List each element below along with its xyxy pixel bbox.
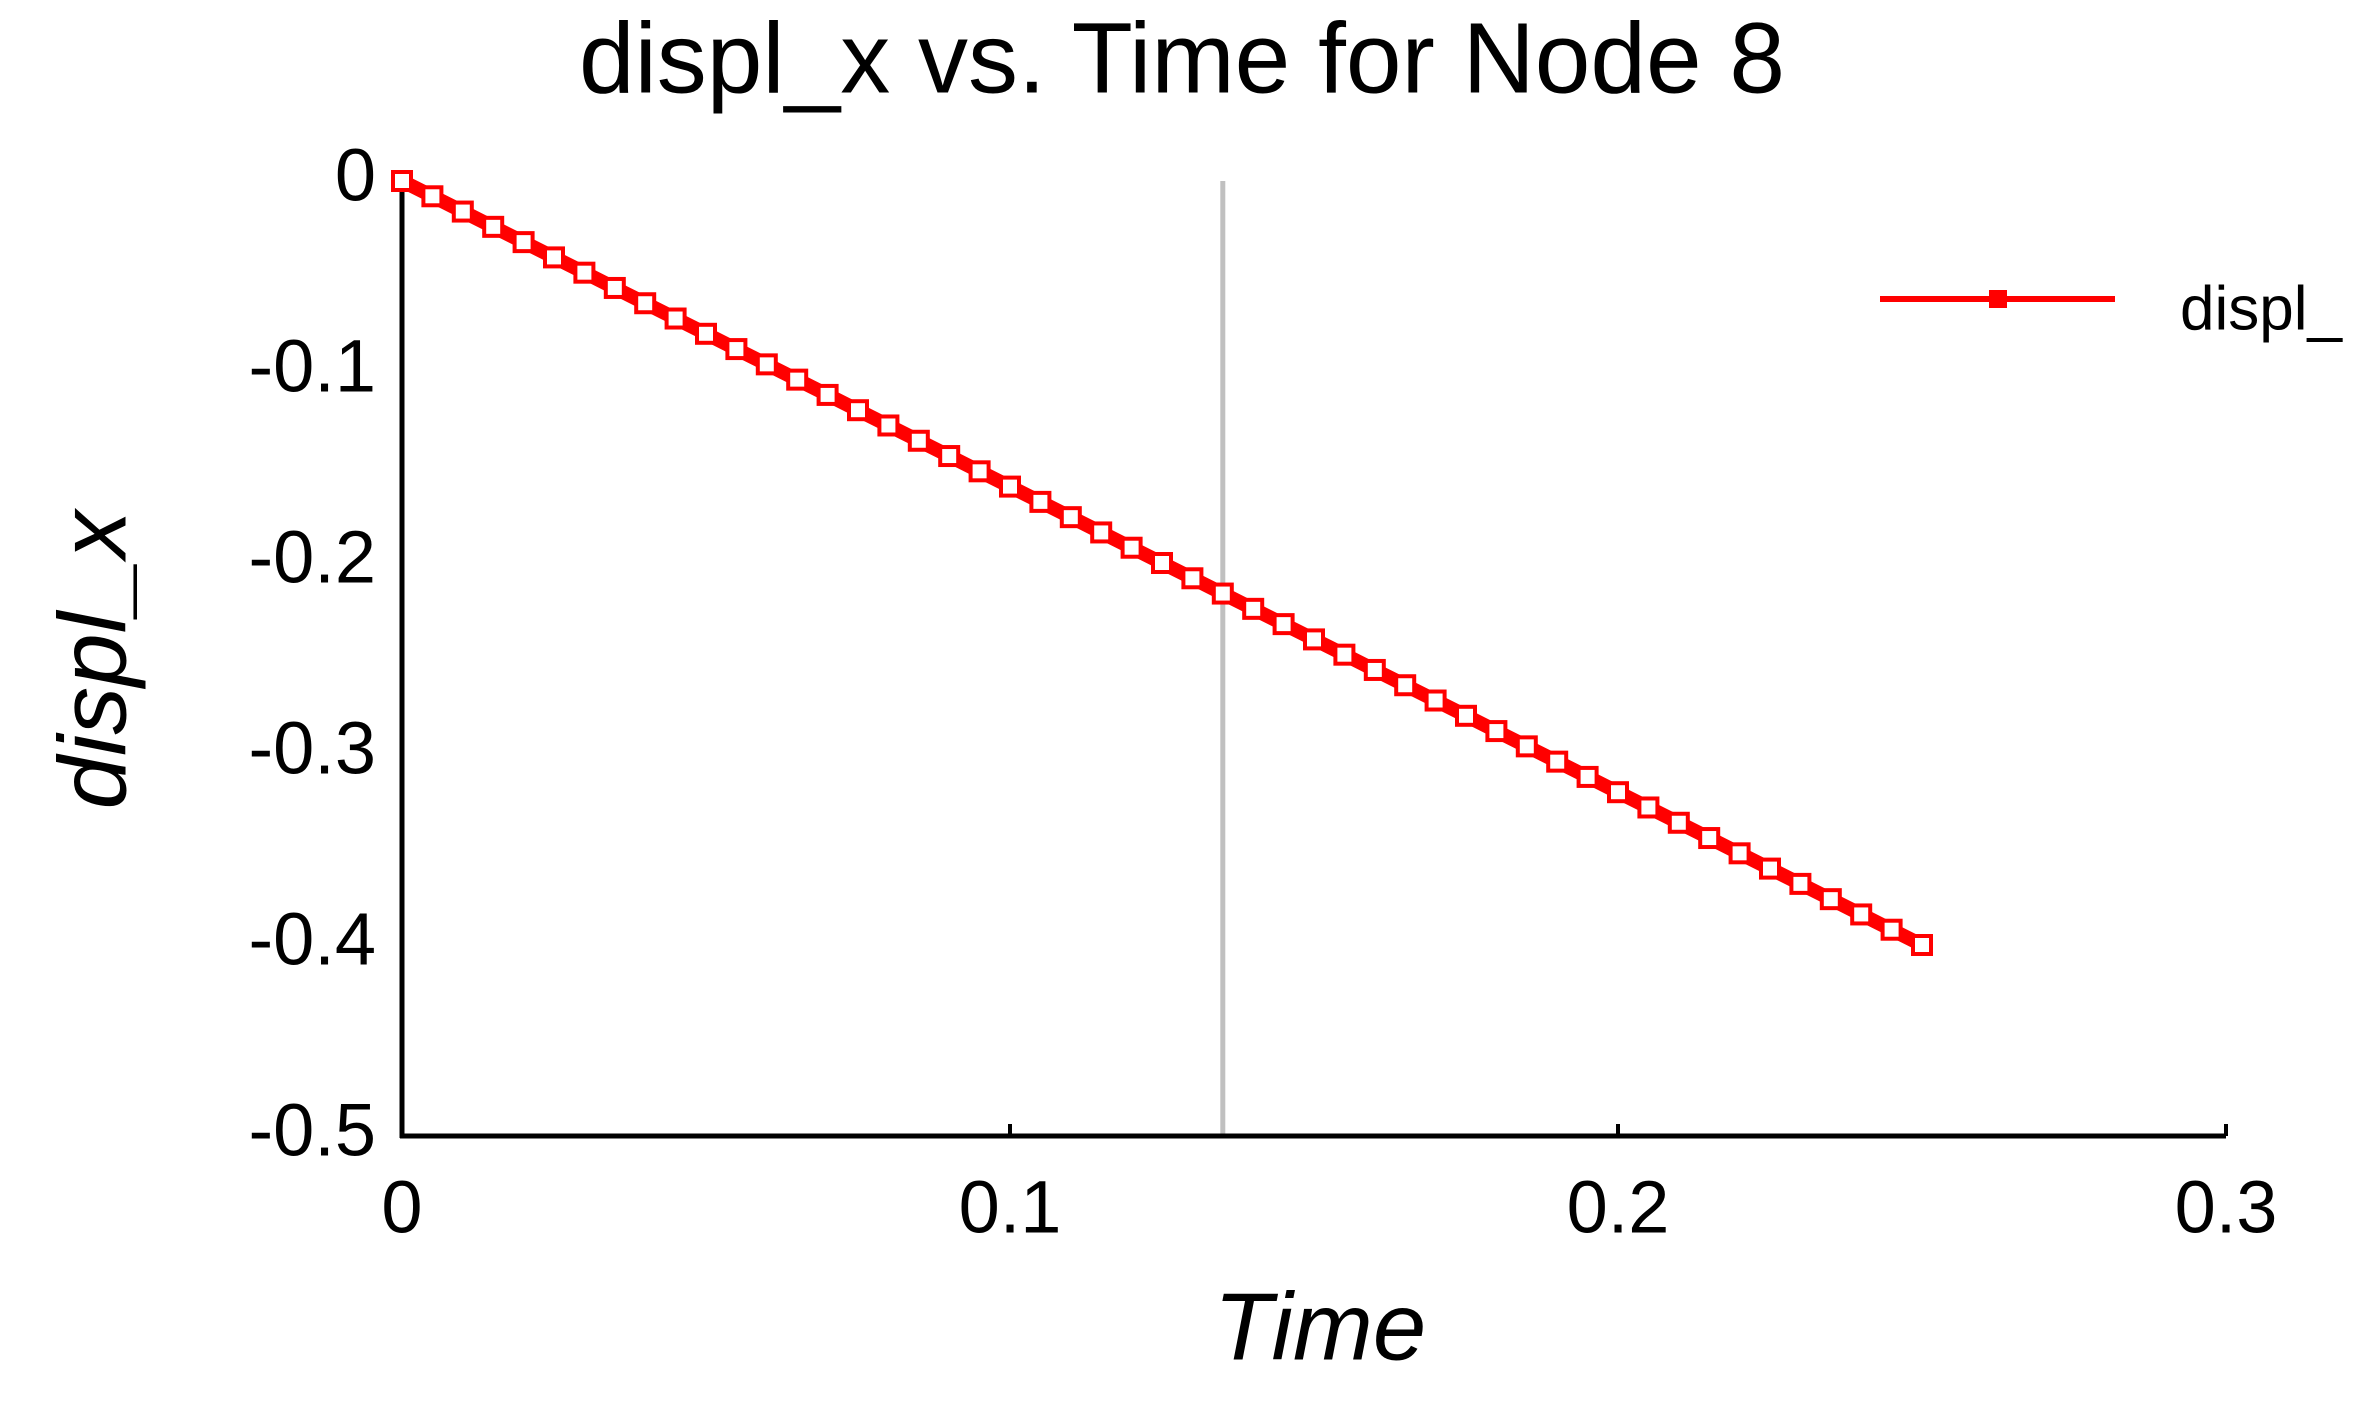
data-point bbox=[968, 460, 991, 483]
data-point bbox=[1181, 567, 1204, 590]
data-point bbox=[1303, 628, 1325, 651]
y-tick-label: -0.3 bbox=[248, 707, 376, 790]
data-point bbox=[1546, 750, 1569, 773]
data-point bbox=[421, 185, 444, 208]
data-point bbox=[1090, 521, 1113, 544]
data-point bbox=[1607, 781, 1629, 804]
data-point bbox=[755, 353, 778, 376]
data-point bbox=[816, 383, 839, 406]
data-point bbox=[1394, 674, 1417, 697]
data-point bbox=[1698, 827, 1721, 850]
data-point bbox=[1850, 903, 1873, 926]
data-point bbox=[1333, 643, 1356, 666]
data-point bbox=[1059, 506, 1082, 529]
data-point bbox=[1911, 934, 1933, 956]
data-point bbox=[1211, 582, 1234, 605]
data-point bbox=[1455, 704, 1477, 727]
data-point bbox=[603, 276, 626, 299]
data-point bbox=[1515, 735, 1538, 758]
data-point bbox=[451, 200, 474, 223]
data-point bbox=[1667, 811, 1690, 834]
data-point bbox=[1242, 597, 1265, 620]
data-point bbox=[1819, 888, 1842, 911]
chart-title: displ_x vs. Time for Node 8 bbox=[579, 2, 1785, 114]
data-point bbox=[999, 475, 1021, 498]
data-point bbox=[877, 414, 900, 437]
y-tick-label: -0.4 bbox=[248, 898, 376, 981]
data-point bbox=[1151, 552, 1173, 574]
x-tick-label: 0.3 bbox=[2175, 1166, 2278, 1249]
y-tick-label: 0 bbox=[335, 134, 376, 217]
data-point bbox=[1424, 689, 1447, 712]
y-tick-label: -0.2 bbox=[248, 516, 376, 599]
data-point bbox=[482, 215, 505, 238]
legend-label: displ_ bbox=[2180, 274, 2344, 343]
y-tick-label: -0.5 bbox=[248, 1089, 376, 1172]
data-point bbox=[634, 292, 657, 315]
data-point bbox=[1789, 872, 1812, 895]
data-point bbox=[1272, 613, 1295, 636]
data-point bbox=[391, 170, 413, 192]
legend-marker bbox=[1989, 290, 2007, 308]
data-point bbox=[1728, 842, 1751, 865]
data-point bbox=[847, 399, 869, 422]
x-axis-label: Time bbox=[1214, 1273, 1426, 1380]
data-point bbox=[725, 338, 748, 361]
y-axis-label: displ_x bbox=[39, 508, 146, 810]
x-tick-label: 0 bbox=[381, 1166, 422, 1249]
data-point bbox=[1576, 765, 1599, 788]
data-point bbox=[786, 368, 809, 391]
data-point bbox=[664, 307, 687, 330]
data-point bbox=[1363, 658, 1386, 681]
data-point bbox=[907, 429, 930, 452]
data-point bbox=[1880, 918, 1903, 941]
data-point bbox=[543, 246, 565, 269]
data-point bbox=[1029, 490, 1052, 513]
data-point bbox=[938, 445, 961, 468]
data-point bbox=[1637, 796, 1660, 819]
y-tick-label: -0.1 bbox=[248, 325, 376, 408]
data-point bbox=[1485, 720, 1508, 743]
x-tick-label: 0.1 bbox=[959, 1166, 1062, 1249]
data-point bbox=[695, 322, 717, 345]
x-tick-label: 0.2 bbox=[1567, 1166, 1670, 1249]
data-point bbox=[1759, 857, 1781, 880]
data-point bbox=[573, 261, 596, 284]
data-point bbox=[1120, 536, 1143, 559]
data-point bbox=[512, 231, 535, 254]
